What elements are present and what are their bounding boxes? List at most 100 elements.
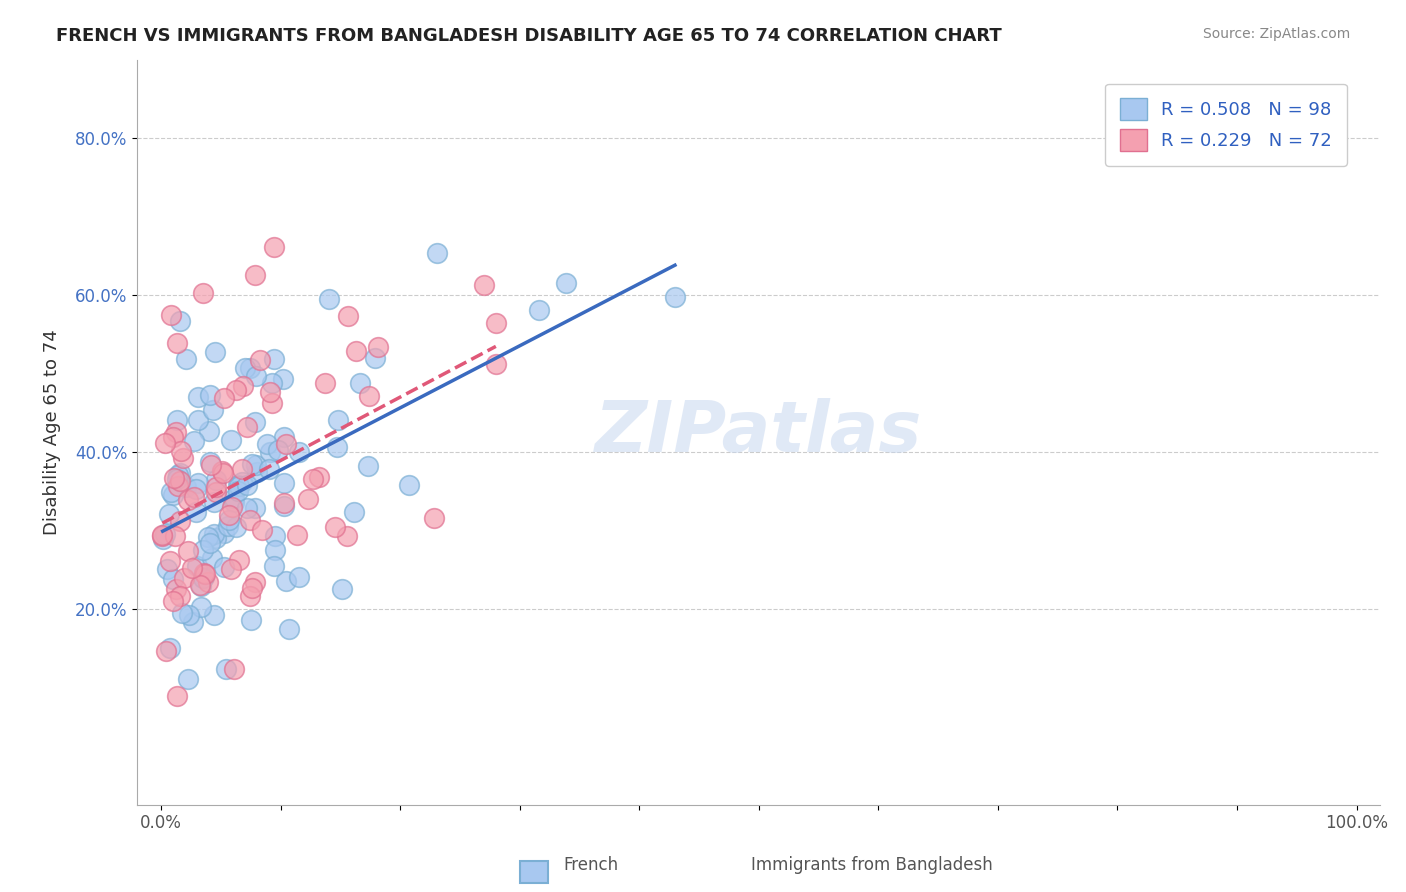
Immigrants from Bangladesh [262,396,284,410]
French [219,433,242,447]
Immigrants from Bangladesh [472,277,495,292]
Y-axis label: Disability Age 65 to 74: Disability Age 65 to 74 [44,329,60,535]
French [184,504,207,518]
Immigrants from Bangladesh [323,520,346,534]
Immigrants from Bangladesh [169,589,191,603]
Immigrants from Bangladesh [162,430,184,444]
French [240,613,263,627]
Immigrants from Bangladesh [150,529,173,543]
Immigrants from Bangladesh [367,340,389,354]
French [193,571,215,585]
French [426,246,449,260]
French [152,533,174,547]
Immigrants from Bangladesh [200,458,222,473]
French [166,413,188,427]
French [240,457,263,471]
Immigrants from Bangladesh [249,353,271,368]
Immigrants from Bangladesh [169,474,191,488]
Immigrants from Bangladesh [194,567,217,582]
Legend: R = 0.508   N = 98, R = 0.229   N = 72: R = 0.508 N = 98, R = 0.229 N = 72 [1105,84,1347,166]
French [202,607,225,622]
French [187,391,209,405]
Immigrants from Bangladesh [276,436,298,450]
French [169,314,191,328]
French [202,494,225,508]
French [201,402,224,417]
French [174,480,197,494]
Immigrants from Bangladesh [314,376,336,391]
French [159,484,181,499]
French [263,352,285,367]
Immigrants from Bangladesh [155,435,177,450]
French [231,475,253,489]
French [177,672,200,686]
French [170,606,193,620]
French [278,622,301,636]
French [186,559,208,574]
Immigrants from Bangladesh [150,528,173,542]
French [256,437,278,451]
Immigrants from Bangladesh [212,391,235,405]
Immigrants from Bangladesh [155,644,177,658]
Immigrants from Bangladesh [239,513,262,527]
Immigrants from Bangladesh [252,523,274,537]
Immigrants from Bangladesh [212,466,235,480]
Text: Source: ZipAtlas.com: Source: ZipAtlas.com [1202,27,1350,41]
French [259,445,281,459]
French [342,505,364,519]
Immigrants from Bangladesh [243,574,266,589]
Immigrants from Bangladesh [205,484,228,499]
Immigrants from Bangladesh [180,561,202,575]
Immigrants from Bangladesh [188,578,211,592]
French [212,526,235,541]
French [183,615,205,629]
Immigrants from Bangladesh [285,528,308,542]
French [398,477,420,491]
Immigrants from Bangladesh [302,472,325,486]
Immigrants from Bangladesh [224,662,246,676]
French [236,501,259,516]
French [326,413,349,427]
French [271,372,294,386]
Immigrants from Bangladesh [231,462,253,476]
French [204,345,226,359]
French [349,376,371,390]
French [222,495,245,509]
French [169,466,191,480]
French [190,599,212,614]
Immigrants from Bangladesh [485,357,508,371]
French [204,531,226,545]
French [183,434,205,448]
Immigrants from Bangladesh [166,336,188,351]
French [226,477,249,491]
French [228,484,250,499]
French [193,542,215,557]
Immigrants from Bangladesh [177,544,200,558]
Immigrants from Bangladesh [170,444,193,458]
French [264,529,287,543]
French [217,518,239,533]
French [235,361,257,376]
French [215,662,238,676]
Immigrants from Bangladesh [193,286,215,301]
French [201,551,224,566]
Immigrants from Bangladesh [423,511,446,525]
French [187,475,209,490]
Text: FRENCH VS IMMIGRANTS FROM BANGLADESH DISABILITY AGE 65 TO 74 CORRELATION CHART: FRENCH VS IMMIGRANTS FROM BANGLADESH DIS… [56,27,1002,45]
French [193,570,215,584]
Immigrants from Bangladesh [183,491,205,505]
Text: ZIPatlas: ZIPatlas [595,398,922,467]
French [318,293,340,307]
Immigrants from Bangladesh [308,470,330,484]
French [273,430,295,444]
Immigrants from Bangladesh [162,594,184,608]
Immigrants from Bangladesh [204,480,226,494]
Immigrants from Bangladesh [167,479,190,493]
Immigrants from Bangladesh [166,690,188,704]
French [162,573,184,587]
Immigrants from Bangladesh [219,561,242,575]
French [555,277,578,291]
Immigrants from Bangladesh [240,581,263,595]
Immigrants from Bangladesh [232,379,254,393]
French [245,369,267,384]
